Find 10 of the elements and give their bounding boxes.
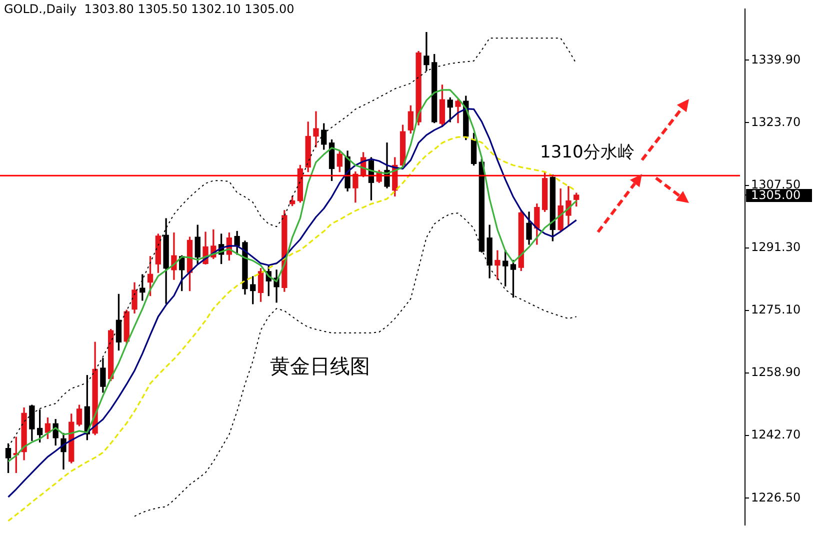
y-tick-label: 1339.90 [751, 52, 801, 66]
annotation: 黄金日线图 [270, 354, 370, 378]
y-tick-label: 1242.70 [751, 428, 801, 442]
chart-title: GOLD.,Daily 1303.80 1305.50 1302.10 1305.00 [4, 2, 294, 16]
y-tick-label: 1291.30 [751, 240, 801, 254]
y-tick-label: 1323.70 [751, 114, 801, 129]
y-tick-label: 1258.90 [751, 365, 801, 380]
y-tick-label: 1226.50 [751, 490, 801, 504]
ref-line-label: 1310分水岭 [540, 142, 634, 163]
y-tick-label: 1275.10 [751, 302, 801, 317]
